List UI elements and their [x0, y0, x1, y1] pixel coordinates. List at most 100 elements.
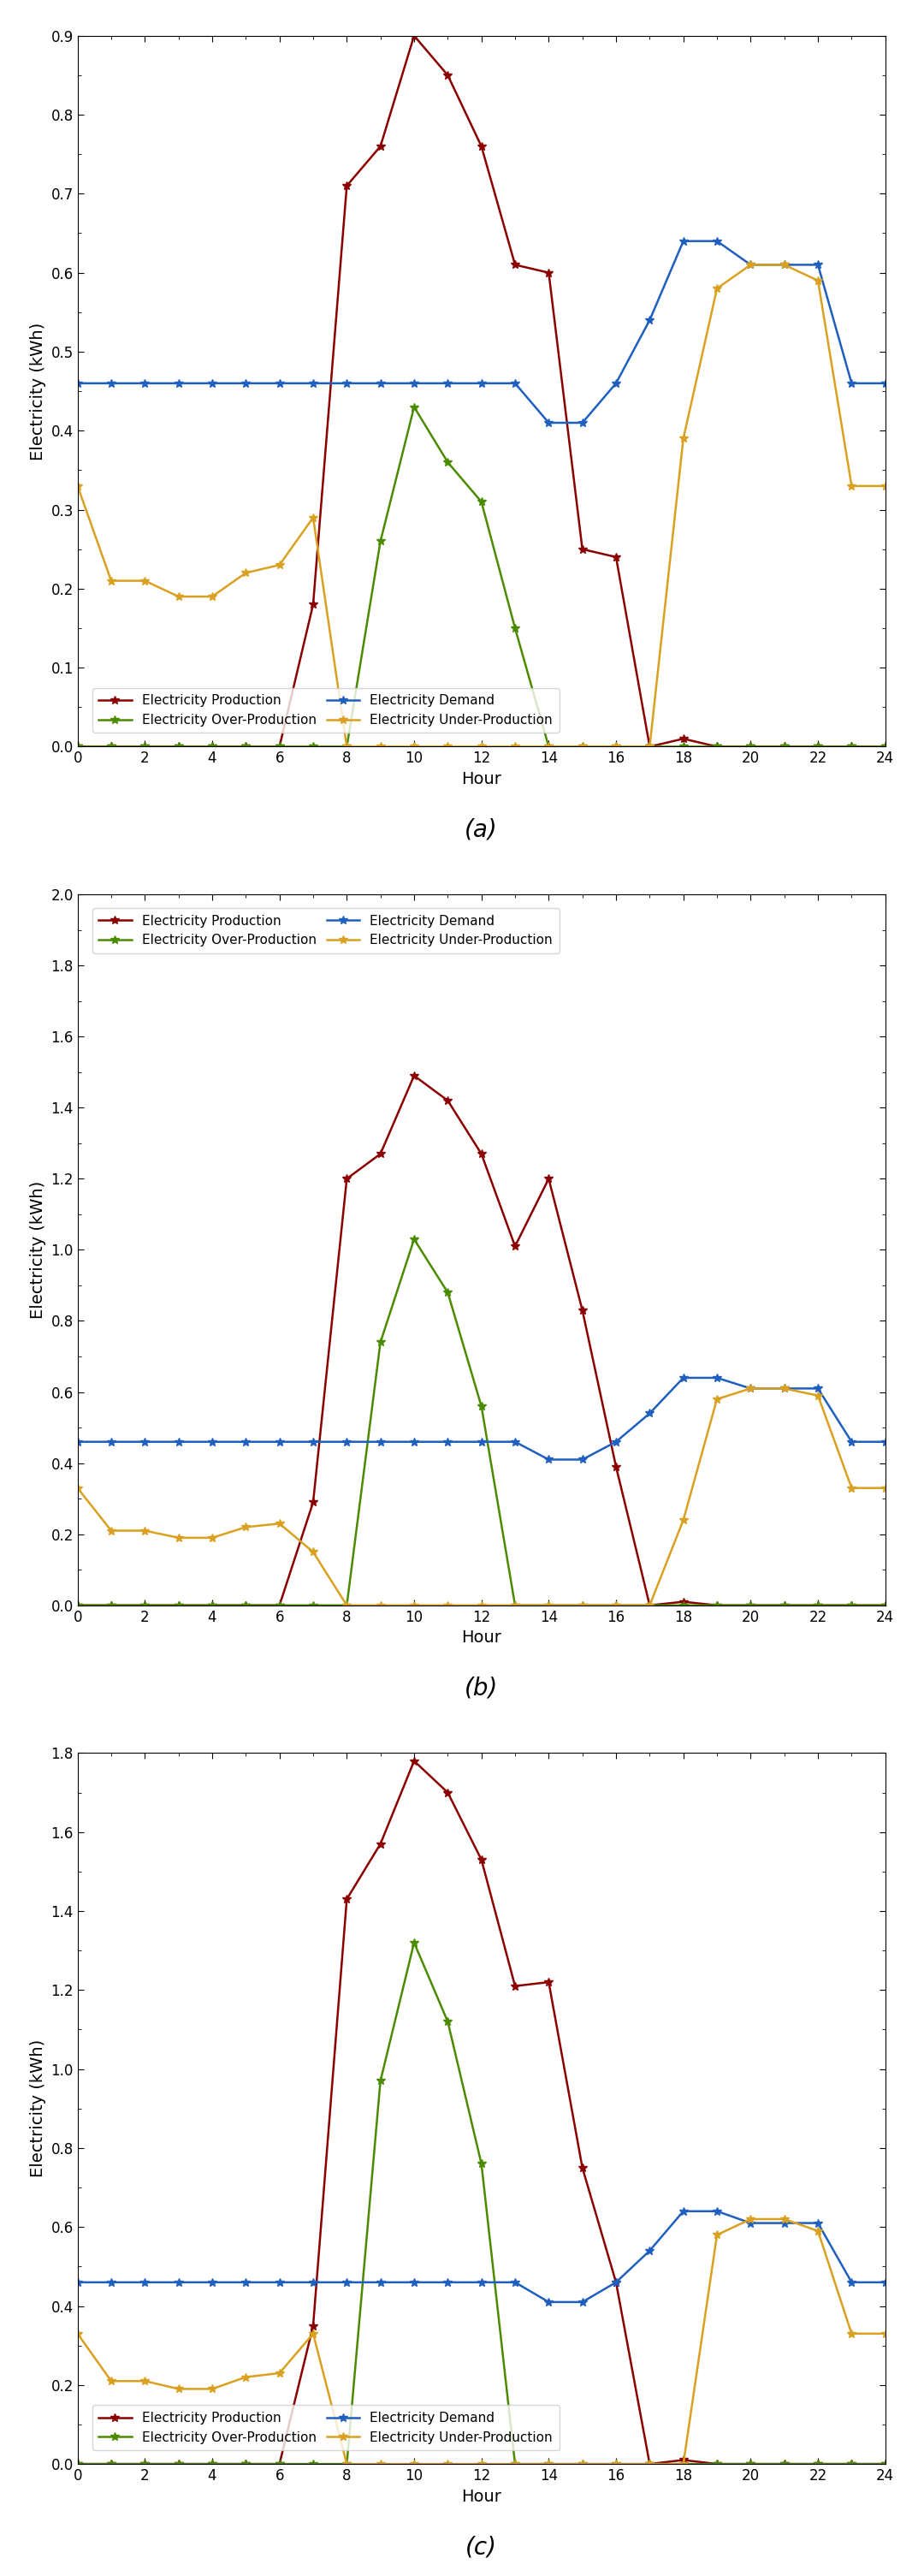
- Electricity Demand: [72, 2267, 83, 2298]
- Electricity Demand: [745, 2208, 756, 2239]
- Electricity Demand: [140, 1427, 151, 1458]
- Electricity Over-Production: [543, 1589, 554, 1620]
- Electricity Under-Production: [678, 2450, 689, 2481]
- Electricity Over-Production: [476, 2148, 487, 2179]
- Electricity Demand: [577, 407, 588, 438]
- Electricity Over-Production: [140, 2450, 151, 2481]
- Electricity Production: [509, 250, 520, 281]
- Electricity Under-Production: [240, 556, 251, 587]
- Electricity Production: [678, 2445, 689, 2476]
- Electricity Demand: [543, 2287, 554, 2318]
- Electricity Demand: [105, 2267, 116, 2298]
- Electricity Production: [577, 1296, 588, 1327]
- Electricity Demand: [274, 368, 285, 399]
- Electricity Over-Production: [308, 732, 319, 762]
- Electricity Under-Production: [408, 2450, 419, 2481]
- Electricity Under-Production: [543, 732, 554, 762]
- Electricity Demand: [308, 368, 319, 399]
- Electricity Over-Production: [375, 2066, 386, 2097]
- Electricity Over-Production: [543, 2450, 554, 2481]
- Electricity Production: [240, 2450, 251, 2481]
- Electricity Over-Production: [140, 1589, 151, 1620]
- Electricity Over-Production: [880, 732, 891, 762]
- X-axis label: Hour: Hour: [461, 2488, 502, 2504]
- Electricity Under-Production: [509, 732, 520, 762]
- Line: Electricity Production: Electricity Production: [73, 31, 890, 750]
- Electricity Demand: [72, 368, 83, 399]
- Electricity Demand: [644, 1399, 655, 1430]
- Electricity Over-Production: [711, 732, 723, 762]
- Electricity Over-Production: [408, 392, 419, 422]
- Electricity Under-Production: [846, 2318, 857, 2349]
- Electricity Over-Production: [173, 2450, 184, 2481]
- Electricity Under-Production: [375, 732, 386, 762]
- Line: Electricity Demand: Electricity Demand: [73, 1373, 890, 1463]
- Electricity Demand: [207, 368, 218, 399]
- Electricity Over-Production: [240, 1589, 251, 1620]
- Electricity Production: [846, 732, 857, 762]
- Electricity Under-Production: [105, 1515, 116, 1546]
- Electricity Under-Production: [443, 2450, 454, 2481]
- Electricity Production: [611, 541, 622, 572]
- Electricity Demand: [308, 1427, 319, 1458]
- Electricity Production: [72, 1589, 83, 1620]
- Electricity Demand: [779, 1373, 790, 1404]
- Electricity Production: [240, 1589, 251, 1620]
- Electricity Over-Production: [611, 2450, 622, 2481]
- Electricity Under-Production: [173, 1522, 184, 1553]
- Electricity Demand: [745, 250, 756, 281]
- X-axis label: Hour: Hour: [461, 1631, 502, 1646]
- Y-axis label: Electricity (kWh): Electricity (kWh): [30, 2040, 46, 2177]
- Electricity Production: [678, 1587, 689, 1618]
- Electricity Over-Production: [644, 1589, 655, 1620]
- Electricity Over-Production: [812, 1589, 823, 1620]
- Electricity Production: [443, 1777, 454, 1808]
- Electricity Under-Production: [72, 1473, 83, 1504]
- Electricity Under-Production: [543, 2450, 554, 2481]
- Electricity Demand: [375, 368, 386, 399]
- Electricity Demand: [543, 1445, 554, 1476]
- Electricity Production: [745, 1589, 756, 1620]
- Electricity Over-Production: [408, 1224, 419, 1255]
- Electricity Over-Production: [274, 2450, 285, 2481]
- Electricity Over-Production: [341, 2450, 352, 2481]
- Electricity Under-Production: [341, 1589, 352, 1620]
- Electricity Under-Production: [341, 2450, 352, 2481]
- Electricity Under-Production: [543, 1589, 554, 1620]
- Electricity Under-Production: [308, 2318, 319, 2349]
- Electricity Demand: [443, 2267, 454, 2298]
- Electricity Under-Production: [644, 2450, 655, 2481]
- Electricity Demand: [341, 2267, 352, 2298]
- Electricity Production: [611, 1450, 622, 1481]
- Electricity Under-Production: [880, 2318, 891, 2349]
- Electricity Production: [173, 732, 184, 762]
- Electricity Production: [140, 2450, 151, 2481]
- X-axis label: Hour: Hour: [461, 770, 502, 788]
- Electricity Under-Production: [140, 1515, 151, 1546]
- Electricity Over-Production: [577, 732, 588, 762]
- Electricity Demand: [779, 2208, 790, 2239]
- Electricity Demand: [812, 250, 823, 281]
- Electricity Production: [779, 2450, 790, 2481]
- Electricity Over-Production: [408, 1927, 419, 1958]
- Electricity Production: [105, 1589, 116, 1620]
- Electricity Under-Production: [173, 2372, 184, 2403]
- Electricity Production: [476, 1844, 487, 1875]
- Electricity Production: [443, 1084, 454, 1115]
- Electricity Under-Production: [846, 471, 857, 502]
- Electricity Under-Production: [509, 2450, 520, 2481]
- Electricity Over-Production: [274, 1589, 285, 1620]
- Electricity Production: [207, 1589, 218, 1620]
- Electricity Over-Production: [779, 2450, 790, 2481]
- Electricity Demand: [72, 1427, 83, 1458]
- Electricity Under-Production: [611, 2450, 622, 2481]
- Electricity Production: [745, 732, 756, 762]
- Electricity Under-Production: [880, 471, 891, 502]
- Electricity Production: [140, 1589, 151, 1620]
- Electricity Under-Production: [779, 2202, 790, 2233]
- Electricity Under-Production: [443, 1589, 454, 1620]
- Electricity Over-Production: [846, 1589, 857, 1620]
- Electricity Over-Production: [443, 2007, 454, 2038]
- Electricity Demand: [207, 1427, 218, 1458]
- Electricity Demand: [274, 1427, 285, 1458]
